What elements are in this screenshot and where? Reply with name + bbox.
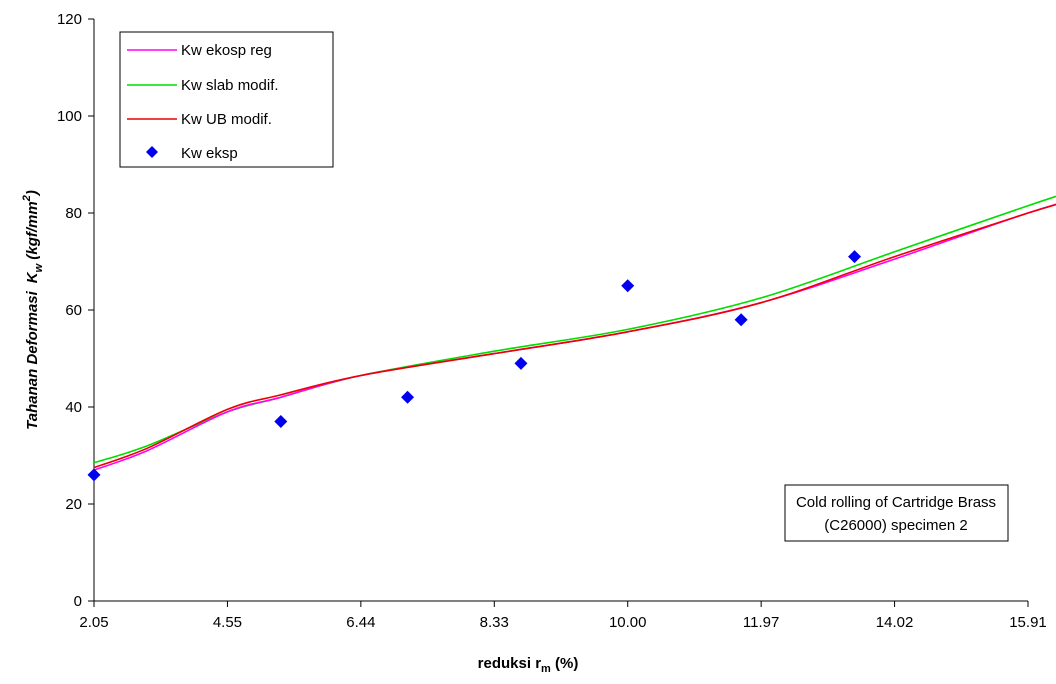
x-axis-title-sub: m: [541, 663, 551, 675]
y-tick-label: 100: [57, 108, 82, 125]
y-axis-title-unit-close: ): [24, 190, 41, 197]
legend-label-kw-slab-modif: Kw slab modif.: [181, 77, 279, 94]
x-tick-label: 2.05: [79, 614, 108, 631]
y-tick-label: 120: [57, 11, 82, 28]
x-ticks: 2.05 4.55 6.44 8.33 10.00 11.97 14.02 15.91: [79, 601, 1047, 631]
series-line-kw-ekosp-reg: [93, 203, 1056, 471]
y-ticks: 0 20 40 60 80 100 120: [57, 11, 94, 610]
data-point-kw-eksp: [87, 468, 101, 482]
x-axis-title: reduksi rm (%): [478, 655, 579, 675]
y-tick-label: 80: [65, 205, 82, 222]
legend-label-kw-ekosp-reg: Kw ekosp reg: [181, 42, 272, 59]
series-layer: [87, 195, 1056, 482]
data-point-kw-eksp: [514, 356, 528, 370]
series-line-kw-slab-modif: [93, 195, 1056, 464]
x-tick-label: 15.91: [1009, 614, 1047, 631]
legend-label-kw-ub-modif: Kw UB modif.: [181, 111, 272, 128]
data-point-kw-eksp: [274, 415, 288, 429]
annotation-line-1: Cold rolling of Cartridge Brass: [796, 494, 996, 511]
legend-label-kw-eksp: Kw eksp: [181, 145, 238, 162]
annotation-line-2: (C26000) specimen 2: [824, 517, 967, 534]
x-tick-label: 6.44: [346, 614, 375, 631]
data-point-kw-eksp: [621, 279, 635, 293]
x-tick-label: 14.02: [876, 614, 914, 631]
series-line-kw-ub-modif: [93, 203, 1056, 469]
y-axis-title-main: Tahanan Deformasi: [24, 290, 41, 429]
x-tick-label: 11.97: [743, 614, 779, 631]
x-axis-title-main: reduksi r: [478, 655, 542, 672]
y-axis-title: Tahanan Deformasi Kw (kgf/mm2): [21, 190, 45, 430]
x-axis-title-unit: (%): [551, 655, 579, 672]
y-axis-title-unit-sup: 2: [21, 195, 33, 202]
x-tick-label: 8.33: [480, 614, 509, 631]
y-axis-title-symbol: K: [24, 271, 41, 283]
x-tick-label: 10.00: [609, 614, 647, 631]
legend: Kw ekosp reg Kw slab modif. Kw UB modif.…: [119, 31, 334, 168]
legend-marker-kw-eksp: [146, 146, 158, 158]
y-tick-label: 0: [74, 593, 82, 610]
x-tick-label: 4.55: [213, 614, 242, 631]
y-tick-label: 60: [65, 302, 82, 319]
annotation: Cold rolling of Cartridge Brass (C26000)…: [784, 484, 1009, 542]
data-point-kw-eksp: [401, 390, 415, 404]
data-point-kw-eksp: [848, 250, 862, 264]
y-tick-label: 20: [65, 496, 82, 513]
y-tick-label: 40: [65, 399, 82, 416]
data-point-kw-eksp: [734, 313, 748, 327]
legend-box: [119, 31, 334, 168]
y-axis-title-sub: w: [33, 262, 45, 272]
annotation-box: [784, 484, 1009, 542]
y-axis-title-unit-open: (kgf/mm: [24, 201, 41, 264]
